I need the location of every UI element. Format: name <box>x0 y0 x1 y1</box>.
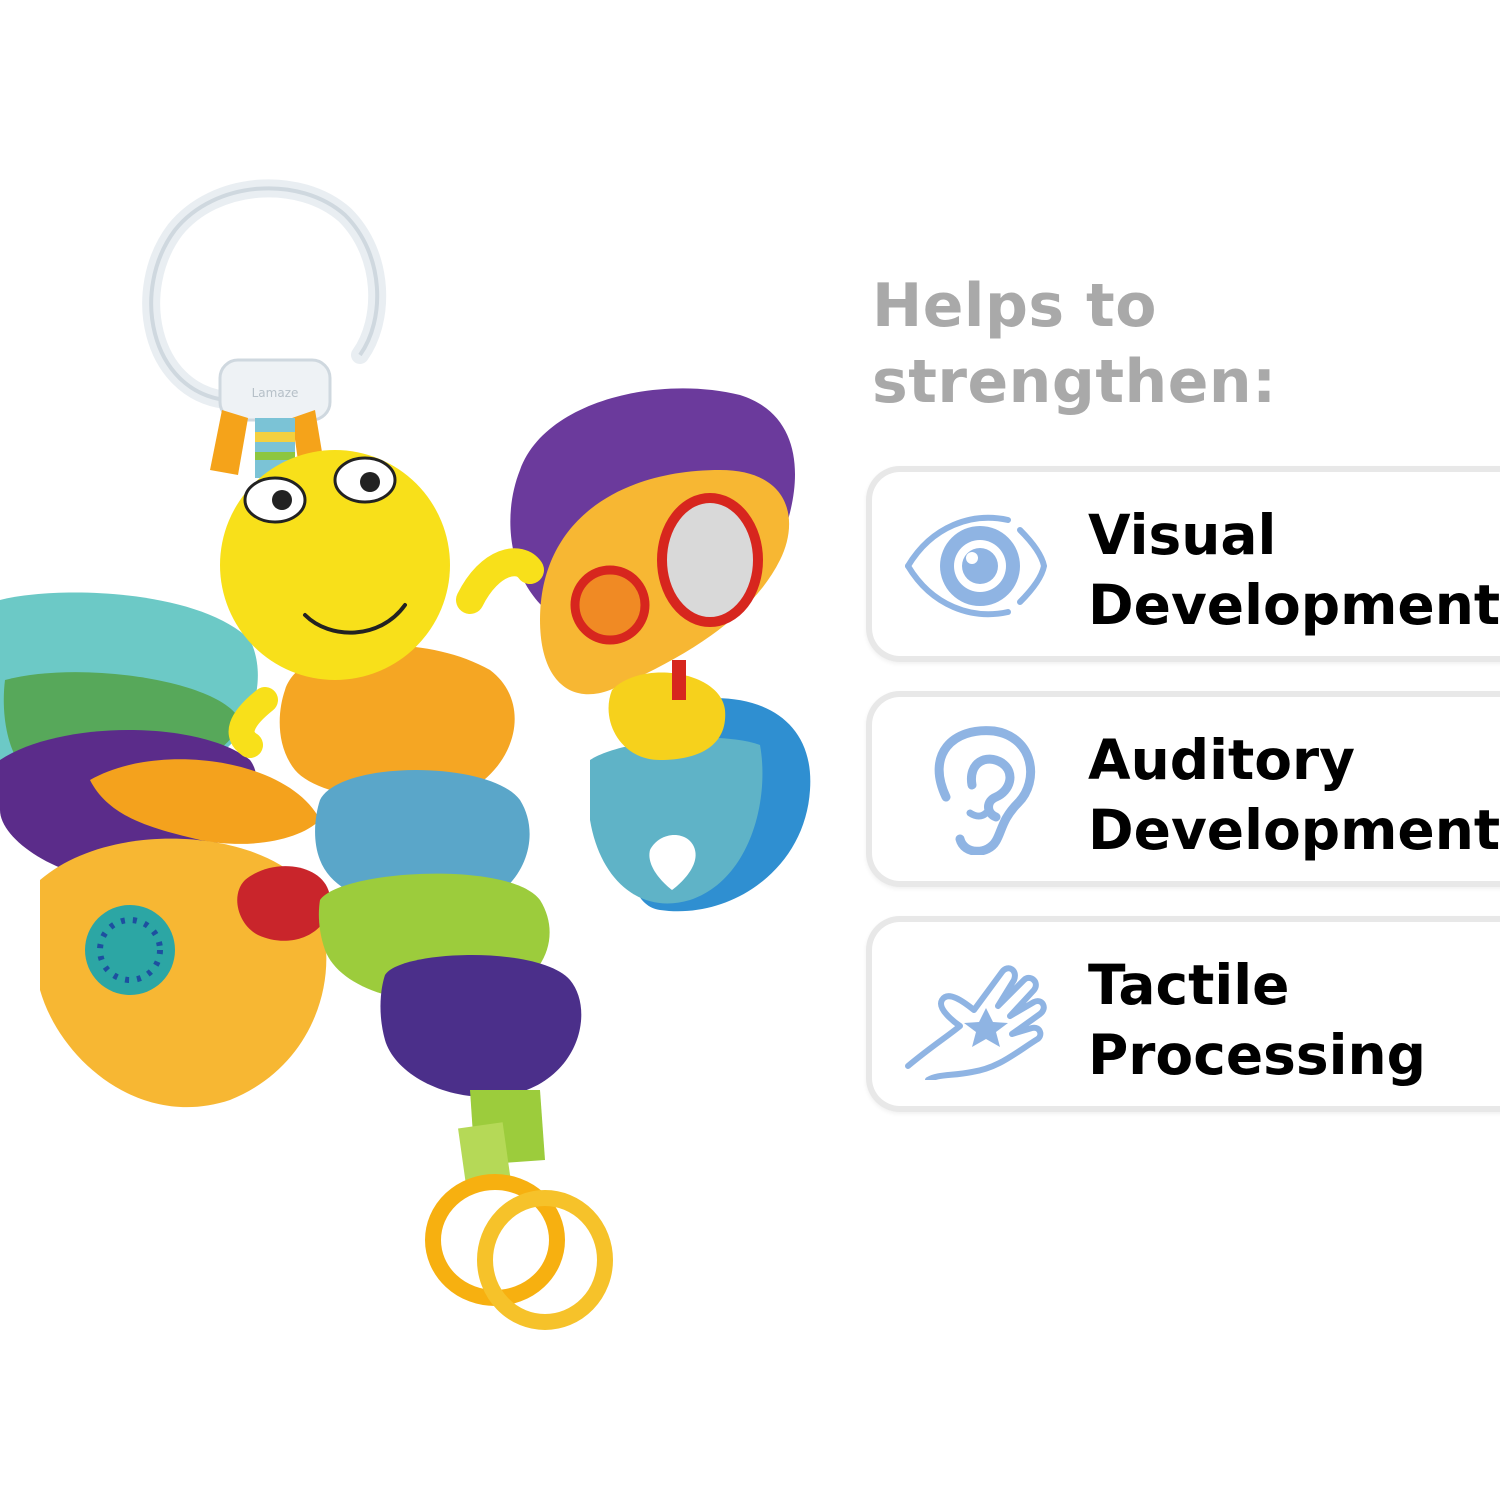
feature-visual-line-1: Visual <box>1088 503 1277 567</box>
heading-line-2: strengthen: <box>872 347 1277 417</box>
feature-auditory-line-1: Auditory <box>1088 728 1355 792</box>
feature-tactile-line-2: Processing <box>1088 1023 1426 1087</box>
firefly-head <box>220 450 544 758</box>
left-wings <box>0 592 330 1108</box>
toy-illustration: Lamaze <box>0 179 811 1330</box>
feature-card-tactile: Tactile Processing <box>866 916 1500 1112</box>
svg-text:Lamaze: Lamaze <box>252 386 299 400</box>
firefly-body <box>279 645 582 1188</box>
feature-visual-line-2: Development <box>1088 573 1500 637</box>
clip-ring: Lamaze <box>142 179 387 422</box>
feature-label-visual: Visual Development <box>1088 500 1500 640</box>
heading: Helps to strengthen: <box>872 268 1472 420</box>
feature-tactile-line-1: Tactile <box>1088 953 1290 1017</box>
right-upper-wing <box>510 388 795 695</box>
feature-label-auditory: Auditory Development <box>1088 725 1500 865</box>
eye-icon <box>905 514 1048 618</box>
feature-auditory-line-2: Development <box>1088 798 1500 862</box>
right-lower-wing <box>590 660 811 912</box>
heading-line-1: Helps to <box>872 271 1157 341</box>
feature-card-auditory: Auditory Development <box>866 691 1500 887</box>
ear-icon <box>934 726 1036 855</box>
feature-card-visual: Visual Development <box>866 466 1500 662</box>
hand-icon <box>905 965 1047 1080</box>
feature-label-tactile: Tactile Processing <box>1088 950 1426 1090</box>
teether-rings <box>425 1174 613 1330</box>
